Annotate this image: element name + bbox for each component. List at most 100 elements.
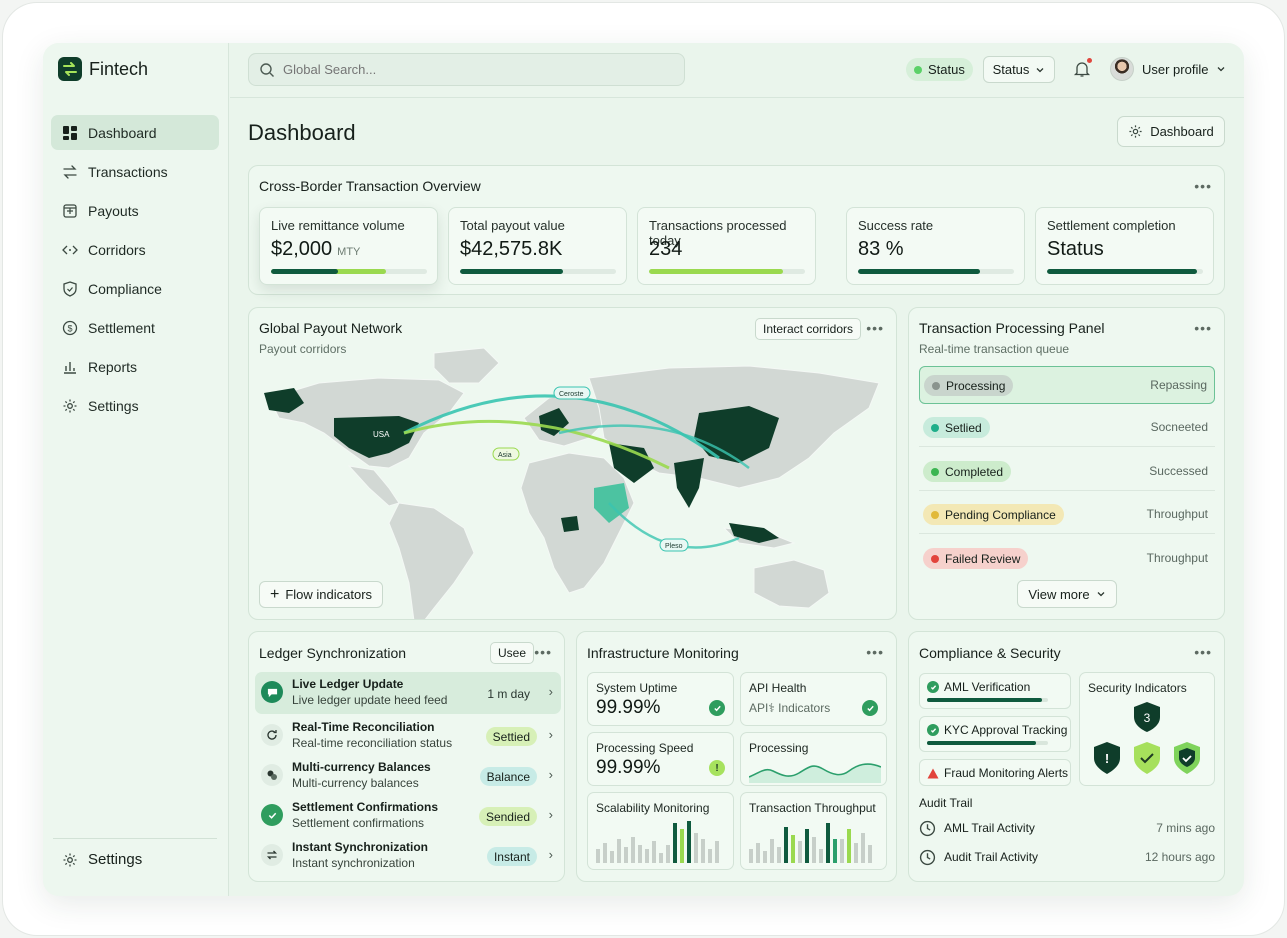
system-uptime-tile[interactable]: System Uptime 99.99% (587, 672, 734, 726)
security-indicators-panel[interactable]: Security Indicators 3 ! (1079, 672, 1215, 786)
chevron-down-icon (1036, 67, 1044, 72)
sidebar-item-settlement[interactable]: $ Settlement (51, 310, 219, 345)
status-dot-icon (914, 65, 922, 74)
kyc-approval-item[interactable]: KYC Approval Tracking (919, 716, 1071, 752)
gear-icon (1129, 125, 1142, 138)
sidebar-footer-label: Settings (88, 851, 143, 868)
sidebar-item-corridors[interactable]: Corridors (51, 232, 219, 267)
status-dropdown[interactable]: Status (983, 56, 1055, 83)
search-input[interactable] (283, 62, 663, 77)
sidebar-item-label: Compliance (88, 280, 162, 297)
queue-row[interactable]: Pending Compliance Throughput (919, 496, 1215, 534)
view-more-button[interactable]: View more (1017, 580, 1117, 608)
audit-row-time: 7 mins ago (1156, 821, 1215, 835)
more-options-icon[interactable]: ••• (1194, 320, 1212, 336)
map-china (694, 406, 779, 463)
queue-status-badge: Completed (923, 461, 1012, 482)
ledger-row[interactable]: Multi-currency Balances Multi-currency b… (255, 755, 561, 797)
sidebar-item-settings[interactable]: Settings (51, 388, 219, 423)
queue-status-badge: Pending Compliance (923, 504, 1064, 525)
ledger-row-subtitle: Settlement confirmations (292, 816, 425, 830)
map-southeast-asia (729, 523, 779, 543)
tile-label: Processing (749, 741, 809, 755)
shield-icon (63, 280, 77, 297)
ledger-row-subtitle: Real-time reconciliation status (292, 736, 453, 750)
fraud-monitoring-item[interactable]: Fraud Monitoring Alerts (919, 759, 1071, 786)
more-options-icon[interactable]: ••• (1194, 178, 1212, 194)
svg-text:$: $ (67, 323, 72, 333)
map-south-america (388, 502, 475, 619)
more-options-icon[interactable]: ••• (1194, 644, 1212, 660)
check-circle-icon (862, 700, 878, 716)
kpi-success-rate[interactable]: Success rate 83 % (846, 207, 1025, 285)
kpi-settlement-completion[interactable]: Settlement completion Status (1035, 207, 1214, 285)
chevron-right-icon: › (548, 767, 553, 782)
kpi-transactions-today[interactable]: Transactions processed today 234 (637, 207, 816, 285)
queue-status-text: Socneeted (1150, 420, 1208, 434)
map-alaska (264, 388, 304, 413)
brand[interactable]: Fintech (58, 57, 148, 81)
ledger-row[interactable]: Real-Time Reconciliation Real-time recon… (255, 715, 561, 757)
more-options-icon[interactable]: ••• (866, 644, 884, 660)
dashboard-settings-button[interactable]: Dashboard (1117, 116, 1225, 147)
sidebar-item-compliance[interactable]: Compliance (51, 271, 219, 306)
status-dot-icon (931, 423, 939, 432)
compliance-item-label: AML Verification (944, 680, 1031, 694)
audit-row[interactable]: Audit Trail Activity 12 hours ago (919, 846, 1215, 868)
global-search (248, 53, 685, 86)
flow-indicators-label: Flow indicators (285, 587, 373, 602)
sidebar-item-label: Settlement (88, 319, 155, 336)
queue-row[interactable]: Processing Repassing (919, 366, 1215, 404)
chevron-right-icon: › (548, 727, 553, 742)
queue-row[interactable]: Failed Review Throughput (919, 540, 1215, 578)
aml-verification-item[interactable]: AML Verification (919, 673, 1071, 709)
sidebar-nav: Dashboard Transactions Payouts Corridors… (51, 115, 219, 427)
ledger-row[interactable]: Settlement Confirmations Settlement conf… (255, 795, 561, 837)
compliance-item-label: KYC Approval Tracking (944, 723, 1068, 737)
kpi-remittance-volume[interactable]: Live remittance volume $2,000 MTY (259, 207, 438, 285)
ledger-row[interactable]: Instant Synchronization Instant synchron… (255, 835, 561, 877)
more-options-icon[interactable]: ••• (866, 320, 884, 336)
ledger-use-button[interactable]: Usee (490, 642, 535, 664)
ledger-row-subtitle: Instant synchronization (292, 856, 415, 870)
api-health-tile[interactable]: API Health API⚕ Indicators (740, 672, 887, 726)
world-map[interactable]: USA Ceroste Asia Pleso (249, 338, 897, 620)
ledger-row[interactable]: Live Ledger Update Live ledger update he… (255, 672, 561, 714)
compliance-card: Compliance & Security ••• AML Verificati… (908, 631, 1225, 882)
processing-speed-tile[interactable]: Processing Speed 99.99% ! (587, 732, 734, 786)
sidebar-divider (53, 838, 217, 839)
queue-row[interactable]: Setlied Socneeted (919, 409, 1215, 447)
audit-row-label: Audit Trail Activity (944, 850, 1039, 864)
notifications-button[interactable] (1073, 58, 1092, 83)
flow-indicators-button[interactable]: + Flow indicators (259, 581, 384, 608)
status-dot-icon (931, 554, 939, 563)
kpi-progress-bar (649, 269, 805, 274)
sidebar-item-reports[interactable]: Reports (51, 349, 219, 384)
bar-chart-icon (64, 361, 76, 374)
audit-row[interactable]: AML Trail Activity 7 mins ago (919, 817, 1215, 839)
user-profile-menu[interactable]: User profile (1110, 57, 1226, 81)
more-options-icon[interactable]: ••• (534, 644, 552, 660)
corridor-route-asia (403, 419, 670, 470)
map-central-africa (561, 516, 579, 532)
ledger-row-badge: Settied (485, 727, 537, 746)
kpi-total-payout[interactable]: Total payout value $42,575.8K (448, 207, 627, 285)
sidebar-item-dashboard[interactable]: Dashboard (51, 115, 219, 150)
chevron-down-icon (1218, 67, 1225, 72)
sidebar-item-label: Transactions (88, 163, 168, 180)
map-central-america (347, 465, 400, 507)
status-dot-icon (932, 381, 940, 390)
kpi-label: Settlement completion (1047, 218, 1176, 233)
processing-tile[interactable]: Processing (740, 732, 887, 786)
shield-alert-icon: ! (1094, 742, 1120, 774)
scalability-tile[interactable]: Scalability Monitoring (587, 792, 734, 870)
queue-row[interactable]: Completed Successed (919, 453, 1215, 491)
interact-corridors-button[interactable]: Interact corridors (755, 318, 862, 340)
transaction-throughput-tile[interactable]: Transaction Throughput (740, 792, 887, 870)
sidebar-item-transactions[interactable]: Transactions (51, 154, 219, 189)
shield-check-icon (1134, 742, 1160, 774)
sidebar-item-payouts[interactable]: Payouts (51, 193, 219, 228)
sidebar-item-label: Reports (88, 358, 138, 375)
tile-label: Scalability Monitoring (596, 801, 710, 815)
sidebar-footer-settings[interactable]: Settings (62, 851, 142, 868)
